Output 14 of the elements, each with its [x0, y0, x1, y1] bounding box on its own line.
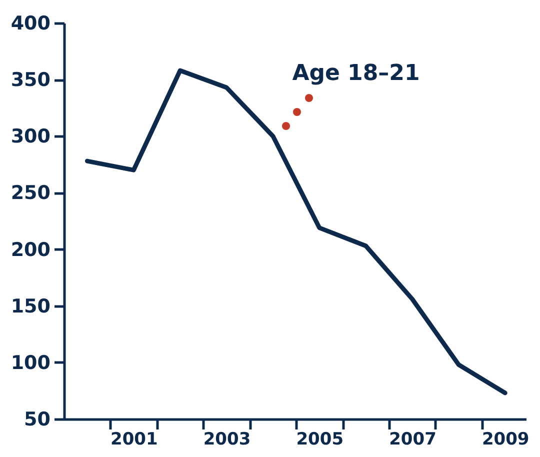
x-tick-label: 2007	[389, 430, 436, 450]
x-tick-label: 2005	[296, 430, 344, 450]
y-tick-label: 150	[10, 295, 50, 318]
y-tick-label: 200	[10, 238, 50, 261]
y-tick-label: 100	[10, 352, 50, 374]
y-tick-label: 400	[10, 12, 50, 34]
x-tick-label: 2003	[203, 430, 251, 450]
y-tick-label: 300	[10, 126, 50, 148]
y-tick-label: 250	[10, 182, 50, 204]
x-tick-label: 2001	[110, 430, 158, 450]
y-tick-label: 350	[10, 69, 50, 92]
y-tick-label: 50	[24, 408, 50, 430]
annotation: Age 18–21	[292, 61, 420, 86]
x-tick-label: 2009	[482, 430, 530, 450]
